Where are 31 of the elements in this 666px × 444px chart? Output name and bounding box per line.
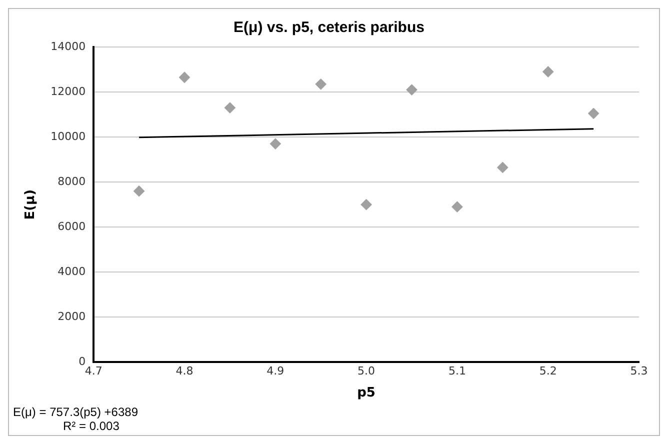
point [360,199,372,210]
point [497,162,508,173]
point [452,201,463,212]
point [224,102,236,114]
y-tick-label: 0 [78,355,86,368]
point [178,72,190,83]
y-tick-label: 4000 [58,265,86,278]
y-tick-label: 2000 [58,310,86,324]
y-tick-label: 14000 [50,40,86,53]
point [406,84,418,96]
chart-title: E(μ) vs. p5, ceteris paribus [234,19,424,36]
x-tick-label: 5.1 [448,364,466,378]
point [542,66,554,78]
text: E(μ) = 757.3(p5) +6389 [13,405,138,419]
point [270,138,281,150]
text: R² = 0.003 [62,419,120,433]
point [315,78,326,90]
x-tick-label: 4.8 [176,364,194,378]
y-tick-label: 10000 [50,130,86,143]
y-tick-label: 12000 [50,84,86,98]
x-tick-label: 4.7 [84,364,102,378]
y-tick-label: 6000 [58,220,86,233]
y-tick-label: 8000 [58,174,86,188]
point [134,186,145,197]
x-tick-label: 5.2 [539,364,557,378]
y-axis-title: E(μ) [23,189,38,220]
x-axis-title: p5 [357,386,376,401]
x-tick-label: 5.3 [630,364,648,378]
x-tick-label: 5.0 [358,364,376,378]
x-tick-label: 4.9 [266,364,284,378]
point [588,108,600,119]
